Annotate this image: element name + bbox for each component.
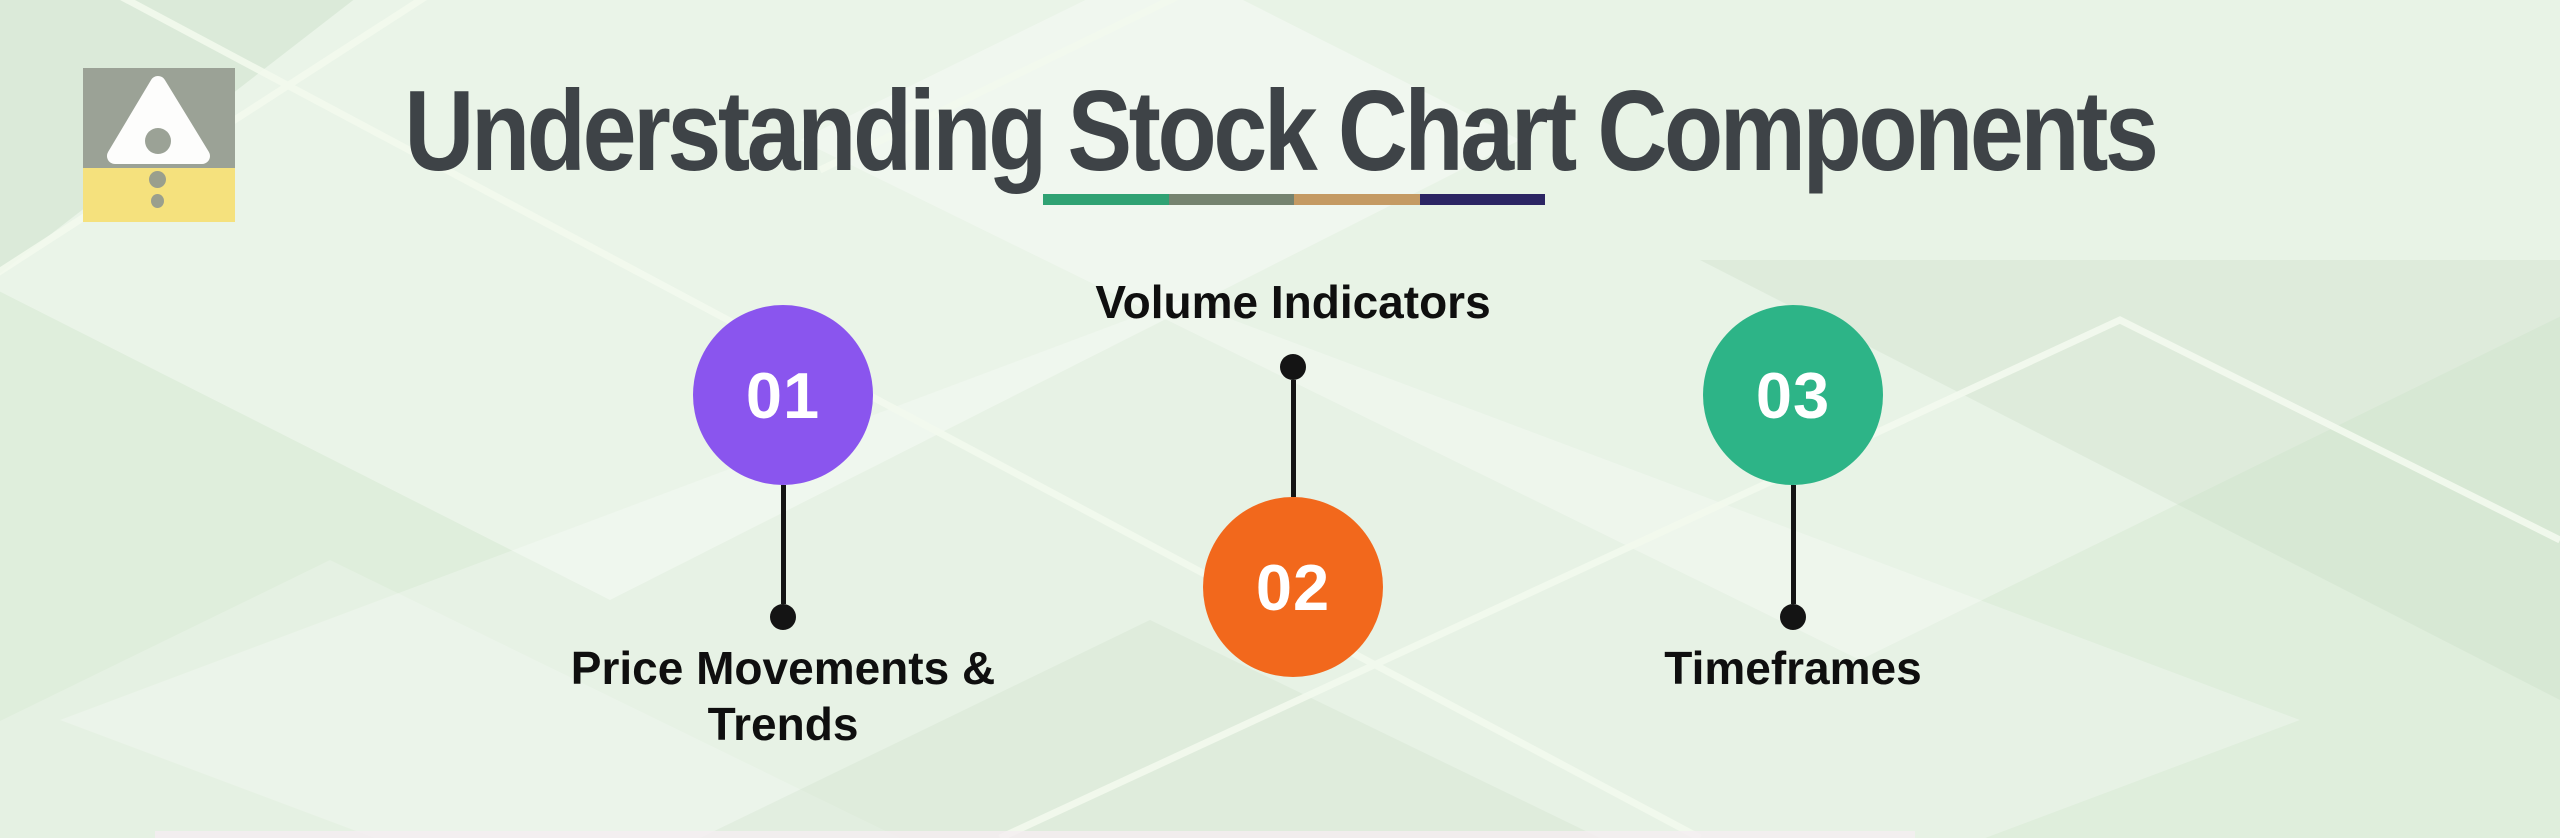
divider-segment	[1294, 194, 1420, 205]
brand-logo-top-panel	[83, 68, 235, 168]
step-03-badge: 03	[1703, 305, 1883, 485]
step-01-badge: 01	[693, 305, 873, 485]
brand-logo-bottom-panel	[83, 168, 235, 222]
step-02-label: Volume Indicators	[1095, 276, 1491, 328]
step-01-connector-line	[780, 485, 786, 604]
logo-dot-icon	[151, 194, 164, 208]
step-02-number: 02	[1255, 550, 1331, 624]
step-02-badge: 02	[1203, 497, 1383, 677]
step-01-number: 01	[745, 358, 821, 432]
logo-dot-icon	[149, 171, 166, 188]
step-02-connector-dot	[1280, 354, 1306, 380]
divider-segment	[1168, 194, 1294, 205]
step-01-label: Price Movements & Trends	[570, 642, 996, 750]
step-01: 01 Price Movements & Trends	[523, 305, 1043, 752]
step-03-connector-line	[1790, 485, 1796, 604]
bottom-edge-strip	[155, 831, 1915, 838]
title-underline-divider	[1043, 194, 1545, 205]
step-03: 03 Timeframes	[1533, 305, 2053, 696]
step-03-number: 03	[1755, 358, 1831, 432]
divider-segment	[1043, 194, 1169, 205]
divider-segment	[1419, 194, 1545, 205]
step-01-connector-dot	[770, 604, 796, 630]
step-03-label: Timeframes	[1664, 642, 1922, 694]
step-03-connector-dot	[1780, 604, 1806, 630]
step-02: Volume Indicators 02	[1033, 274, 1553, 677]
step-02-connector-line	[1290, 380, 1296, 497]
brand-logo	[83, 68, 235, 222]
triangle-exclamation-icon	[107, 76, 210, 164]
page-title: Understanding Stock Chart Components	[404, 68, 2159, 195]
